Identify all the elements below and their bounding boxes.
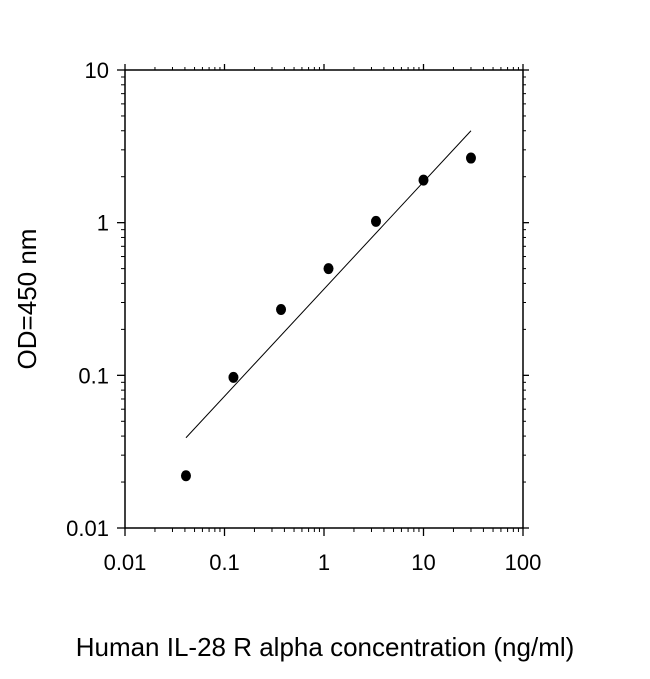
- x-tick-label: 10: [411, 550, 435, 575]
- y-tick-label: 0.01: [66, 516, 109, 541]
- data-point: [180, 470, 191, 482]
- y-axis-ticks: 0.01 0.1 1 10: [66, 58, 529, 541]
- data-point: [418, 174, 429, 186]
- x-tick-label: 0.01: [104, 550, 147, 575]
- data-point: [276, 303, 287, 315]
- data-point: [228, 371, 239, 383]
- y-tick-label: 0.1: [78, 363, 109, 388]
- data-points: [180, 152, 476, 482]
- fit-line-layer: [185, 130, 472, 439]
- data-point: [465, 152, 476, 164]
- x-tick-label: 100: [505, 550, 542, 575]
- y-tick-label: 1: [97, 211, 109, 236]
- data-point: [370, 215, 381, 227]
- x-axis-label: Human IL-28 R alpha concentration (ng/ml…: [76, 632, 575, 662]
- x-axis-ticks: 0.01 0.1 1 10 100: [104, 64, 542, 575]
- x-tick-label: 1: [318, 550, 330, 575]
- x-tick-label: 0.1: [209, 550, 240, 575]
- data-point: [323, 263, 334, 275]
- fit-line: [185, 130, 472, 439]
- y-tick-label: 10: [85, 58, 109, 83]
- y-axis-label: OD=450 nm: [12, 229, 42, 370]
